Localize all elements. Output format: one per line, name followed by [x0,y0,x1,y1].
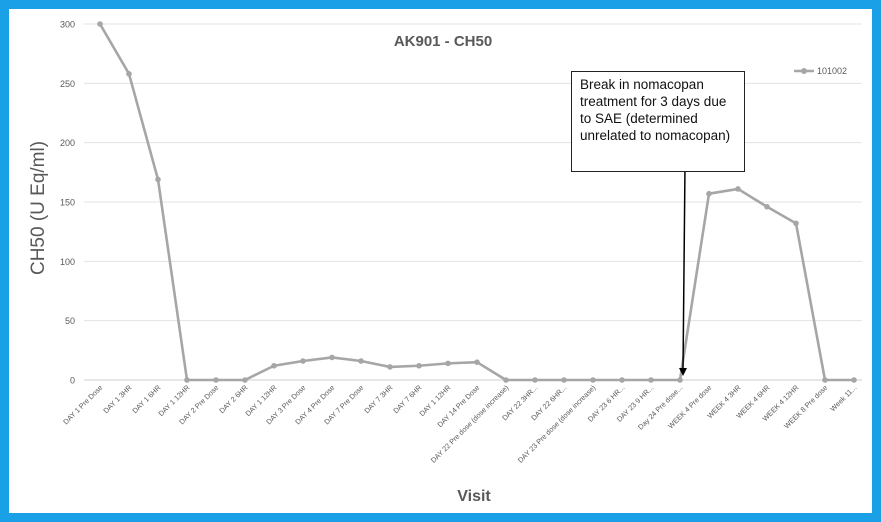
data-point [677,377,683,383]
data-point [532,377,538,383]
x-tick-label: DAY 7 3HR [362,383,394,415]
data-point [184,377,190,383]
data-point [648,377,654,383]
data-point [561,377,567,383]
legend-label: 101002 [817,66,847,76]
data-point [358,358,364,364]
data-point [445,360,451,367]
y-tick-label: 200 [60,138,75,148]
legend-marker-icon [801,68,807,74]
data-point [764,203,770,210]
data-point [300,358,306,364]
annotation-arrow-shaft [682,165,686,371]
annotation-box: Break in nomacopan treatment for 3 days … [571,71,745,172]
chart-title: AK901 - CH50 [394,33,492,50]
data-point [735,186,741,192]
data-point [155,176,161,183]
y-tick-label: 150 [60,198,75,208]
y-axis-label: CH50 (U Eq/ml) [28,141,49,275]
data-point [387,364,393,370]
y-tick-label: 50 [65,316,75,326]
arrow-head-icon [679,368,687,376]
x-tick-label: Week 11... [828,383,858,413]
data-point [271,362,277,369]
series-layer [97,21,857,383]
x-tick-label: DAY 1 Pre Dose [61,383,104,426]
grid-lines [84,23,862,381]
data-point [822,377,828,383]
y-tick-label: 100 [60,257,75,267]
data-point [474,359,480,366]
x-tick-label: DAY 1 3HR [101,383,133,415]
x-axis-label: Visit [457,488,491,505]
data-point [97,21,103,27]
data-point [329,354,335,361]
legend: 101002 [794,66,847,76]
data-point [619,377,625,383]
data-point [242,377,248,383]
y-tick-label: 300 [60,20,75,30]
data-point [706,190,712,197]
data-point [590,377,596,383]
data-point [851,377,857,383]
data-point [503,377,509,383]
data-point [416,362,422,369]
data-point [793,220,799,227]
data-point [126,71,132,77]
y-tick-labels: 0 50 100 150 200 250 300 [60,20,75,386]
annotation-arrow-group [679,165,687,376]
annotation-text: Break in nomacopan treatment for 3 days … [580,77,731,143]
y-tick-label: 250 [60,79,75,89]
data-point [213,377,219,383]
y-tick-label: 0 [70,376,75,386]
